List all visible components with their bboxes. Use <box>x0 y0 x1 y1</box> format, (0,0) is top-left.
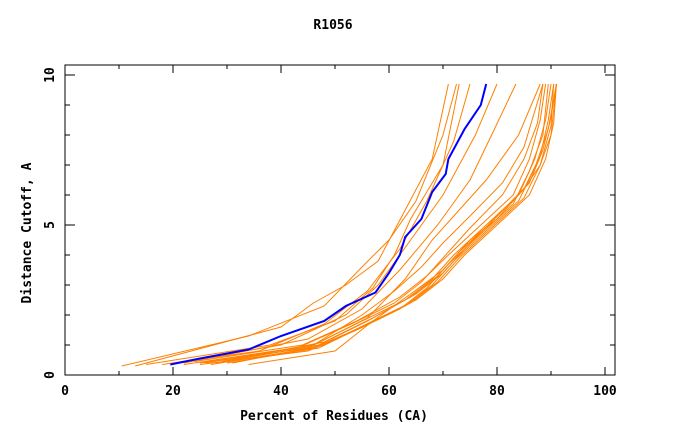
chart-title: R1056 <box>313 18 352 33</box>
series-line-model-11 <box>226 83 555 364</box>
x-tick-label: 80 <box>489 384 505 399</box>
series-line-model-3 <box>145 83 460 365</box>
x-tick-label: 40 <box>273 384 289 399</box>
y-axis-label: Distance Cutoff, A <box>20 162 35 303</box>
x-tick-label: 0 <box>61 384 69 399</box>
y-tick-label: 10 <box>43 67 58 83</box>
y-tick-label: 5 <box>43 221 58 229</box>
series-line-model-1 <box>121 83 457 367</box>
series-line-model-18 <box>205 83 544 364</box>
series-line-model-17 <box>183 83 544 365</box>
x-tick-label: 60 <box>381 384 397 399</box>
series-line-model-14 <box>232 83 557 364</box>
ticks-layer: 0 20 40 60 80 100 0 5 10 <box>43 65 617 399</box>
x-axis-label: Percent of Residues (CA) <box>240 409 428 424</box>
series-line-model-12 <box>210 83 557 365</box>
series-line-model-16 <box>248 83 557 365</box>
series-line-model-4 <box>162 83 471 365</box>
series-line-R1056-highlight <box>170 83 488 366</box>
series-line-model-6 <box>183 83 517 364</box>
series-line-model-10 <box>216 83 555 364</box>
x-tick-label: 20 <box>165 384 181 399</box>
series-line-model-2 <box>135 83 449 367</box>
plot-frame <box>64 64 616 376</box>
series-line-model-13 <box>221 83 557 362</box>
x-tick-label: 100 <box>593 384 617 399</box>
series-layer <box>121 83 557 367</box>
y-tick-label: 0 <box>43 371 58 379</box>
